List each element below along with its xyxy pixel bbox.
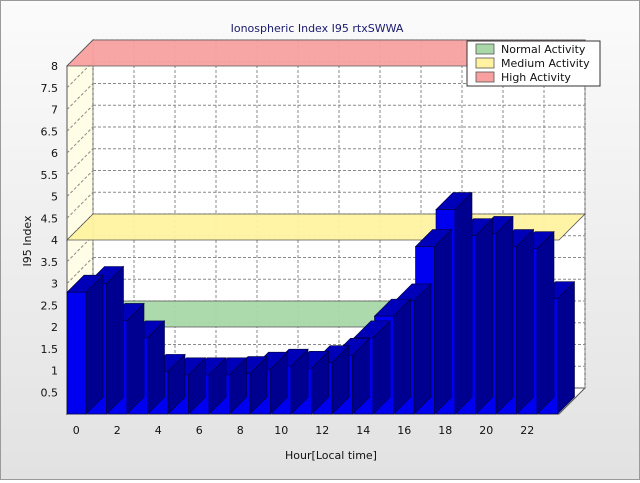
y-tick-label: 1.5 (41, 343, 59, 356)
legend-label-medium: Medium Activity (501, 57, 590, 70)
bar-side (393, 298, 411, 415)
legend-label-normal: Normal Activity (501, 43, 586, 56)
y-tick-label: 4.5 (41, 212, 59, 225)
bar-side (516, 228, 534, 415)
x-axis-ticks: 0 2 4 6 8 10 12 14 16 18 20 22 (73, 424, 535, 437)
bar-6 (189, 357, 227, 415)
chart-title: Ionospheric Index I95 rtxSWWA (231, 22, 404, 35)
y-tick-label: 6 (51, 147, 58, 160)
bars (66, 191, 576, 415)
bar-side (557, 281, 575, 415)
bar-side (495, 215, 514, 415)
bar-side (85, 274, 104, 415)
x-tick-label: 14 (356, 424, 370, 437)
bar-0 (66, 274, 104, 415)
y-tick-label: 2 (51, 321, 58, 334)
legend-label-high: High Activity (501, 71, 571, 84)
grid-line-diag (66, 170, 94, 197)
y-axis-ticks: 0.5 1 1.5 2 2.5 3 3.5 4 4.5 5 5.5 6 6.5 7 7.5 8 (41, 60, 59, 399)
y-tick-label: 3.5 (41, 256, 59, 269)
x-tick-label: 0 (73, 424, 80, 437)
legend-swatch-medium (475, 57, 495, 69)
y-tick-label: 0.5 (41, 386, 59, 399)
grid-line-diag (66, 104, 94, 132)
y-tick-label: 6.5 (41, 125, 59, 138)
grid-line-diag (66, 191, 94, 219)
y-tick-label: 3 (51, 278, 58, 291)
band-high-activity (66, 39, 586, 67)
bar-side (106, 265, 124, 415)
bar-side (434, 228, 452, 415)
x-tick-label: 6 (196, 424, 203, 437)
bar-side (454, 191, 473, 415)
grid-line-diag (66, 257, 94, 284)
y-tick-label: 7 (51, 104, 58, 117)
bar-side (536, 230, 555, 415)
bar-side (126, 302, 145, 415)
x-tick-label: 20 (479, 424, 493, 437)
legend-swatch-normal (475, 43, 495, 55)
x-tick-label: 22 (520, 424, 534, 437)
x-tick-label: 12 (315, 424, 329, 437)
y-tick-label: 8 (51, 60, 58, 73)
y-tick-label: 2.5 (41, 299, 59, 312)
grid-line-diag (66, 126, 94, 154)
y-tick-label: 1 (51, 365, 58, 378)
grid-line-diag (66, 148, 94, 176)
x-tick-label: 10 (274, 424, 288, 437)
y-tick-label: 7.5 (41, 82, 59, 95)
x-tick-label: 16 (397, 424, 411, 437)
legend-swatch-high (475, 71, 495, 83)
grid-line-diag (66, 83, 94, 110)
x-axis-label: Hour[Local time] (285, 449, 377, 462)
x-tick-label: 18 (438, 424, 452, 437)
x-tick-label: 2 (114, 424, 121, 437)
bar-side (413, 283, 432, 415)
y-tick-label: 4 (51, 234, 58, 247)
bar-side (475, 217, 493, 415)
y-axis-label: I95 Index (21, 215, 34, 267)
y-tick-label: 5.5 (41, 169, 59, 182)
bar-front (66, 291, 87, 415)
y-tick-label: 5 (51, 191, 58, 204)
x-tick-label: 4 (155, 424, 162, 437)
x-tick-label: 8 (237, 424, 244, 437)
legend: Normal Activity Medium Activity High Act… (466, 40, 601, 87)
